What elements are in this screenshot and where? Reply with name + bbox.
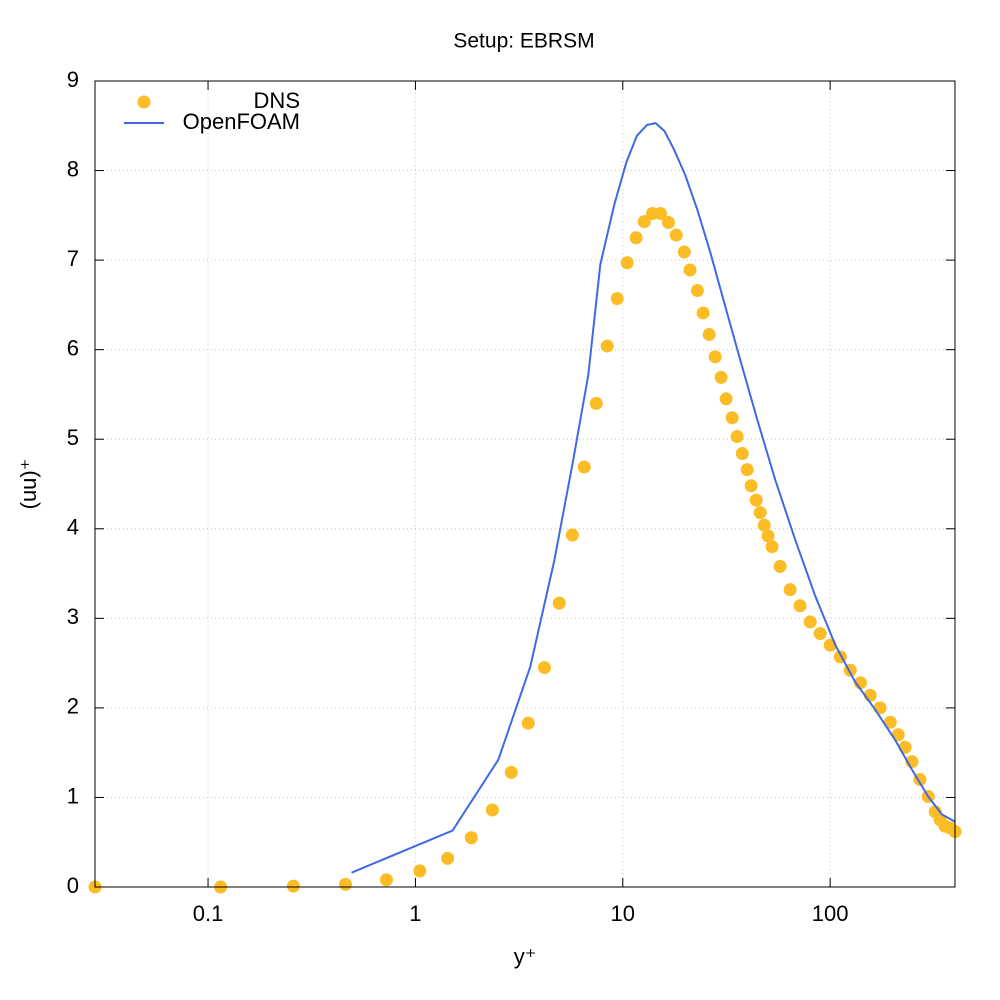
data-point xyxy=(719,392,733,406)
data-point xyxy=(793,599,807,613)
data-point xyxy=(413,864,427,878)
y-tick-label: 2 xyxy=(67,694,79,719)
y-tick-label: 3 xyxy=(67,604,79,629)
y-axis-label: (uu)⁺ xyxy=(16,459,41,510)
y-tick-label: 9 xyxy=(67,67,79,92)
data-point xyxy=(803,615,817,629)
data-point xyxy=(661,215,675,229)
data-point xyxy=(537,661,551,675)
x-tick-label: 1 xyxy=(409,901,421,926)
data-point xyxy=(696,306,710,320)
data-point xyxy=(714,370,728,384)
data-point xyxy=(749,493,763,507)
data-point xyxy=(708,350,722,364)
data-point xyxy=(504,765,518,779)
data-point xyxy=(637,215,651,229)
data-point xyxy=(683,263,697,277)
data-point xyxy=(600,339,614,353)
data-point xyxy=(735,447,749,461)
data-point xyxy=(783,583,797,597)
plot-area xyxy=(88,80,962,894)
data-line xyxy=(351,122,956,874)
data-point xyxy=(485,803,499,817)
data-point xyxy=(753,506,767,520)
x-tick-label: 100 xyxy=(812,901,849,926)
data-point xyxy=(464,831,478,845)
x-tick-label: 0.1 xyxy=(193,901,224,926)
chart-title: Setup: EBRSM xyxy=(453,30,594,53)
data-point xyxy=(620,256,634,270)
data-point xyxy=(589,396,603,410)
data-point xyxy=(898,740,912,754)
data-point xyxy=(677,245,691,259)
data-point xyxy=(629,231,643,245)
data-point xyxy=(690,284,704,298)
data-point xyxy=(813,627,827,641)
data-point xyxy=(338,877,352,891)
y-tick-label: 6 xyxy=(67,335,79,360)
data-point xyxy=(565,528,579,542)
data-point xyxy=(610,292,624,306)
data-point xyxy=(379,873,393,887)
data-point xyxy=(740,463,754,477)
data-point xyxy=(730,430,744,444)
data-point xyxy=(286,879,300,893)
legend-marker xyxy=(137,95,151,109)
data-point xyxy=(761,529,775,543)
data-point xyxy=(577,460,591,474)
plot-frame xyxy=(94,80,956,888)
y-tick-label: 4 xyxy=(67,515,79,540)
data-point xyxy=(725,411,739,425)
y-tick-label: 8 xyxy=(67,156,79,181)
data-point xyxy=(653,207,667,221)
data-point xyxy=(702,327,716,341)
data-point xyxy=(765,540,779,554)
y-tick-label: 0 xyxy=(67,873,79,898)
data-point xyxy=(744,479,758,493)
legend-label: OpenFOAM xyxy=(183,109,300,134)
data-point xyxy=(757,518,771,532)
data-point xyxy=(883,715,897,729)
data-point xyxy=(773,559,787,573)
data-point xyxy=(521,716,535,730)
y-tick-label: 1 xyxy=(67,783,79,808)
data-point xyxy=(552,596,566,610)
y-tick-label: 7 xyxy=(67,246,79,271)
data-point xyxy=(441,851,455,865)
data-point xyxy=(669,228,683,242)
y-tick-label: 5 xyxy=(67,425,79,450)
data-point xyxy=(873,701,887,715)
legend-label: DNS xyxy=(254,88,300,113)
x-tick-label: 10 xyxy=(611,901,635,926)
x-axis-label: y⁺ xyxy=(514,944,537,969)
